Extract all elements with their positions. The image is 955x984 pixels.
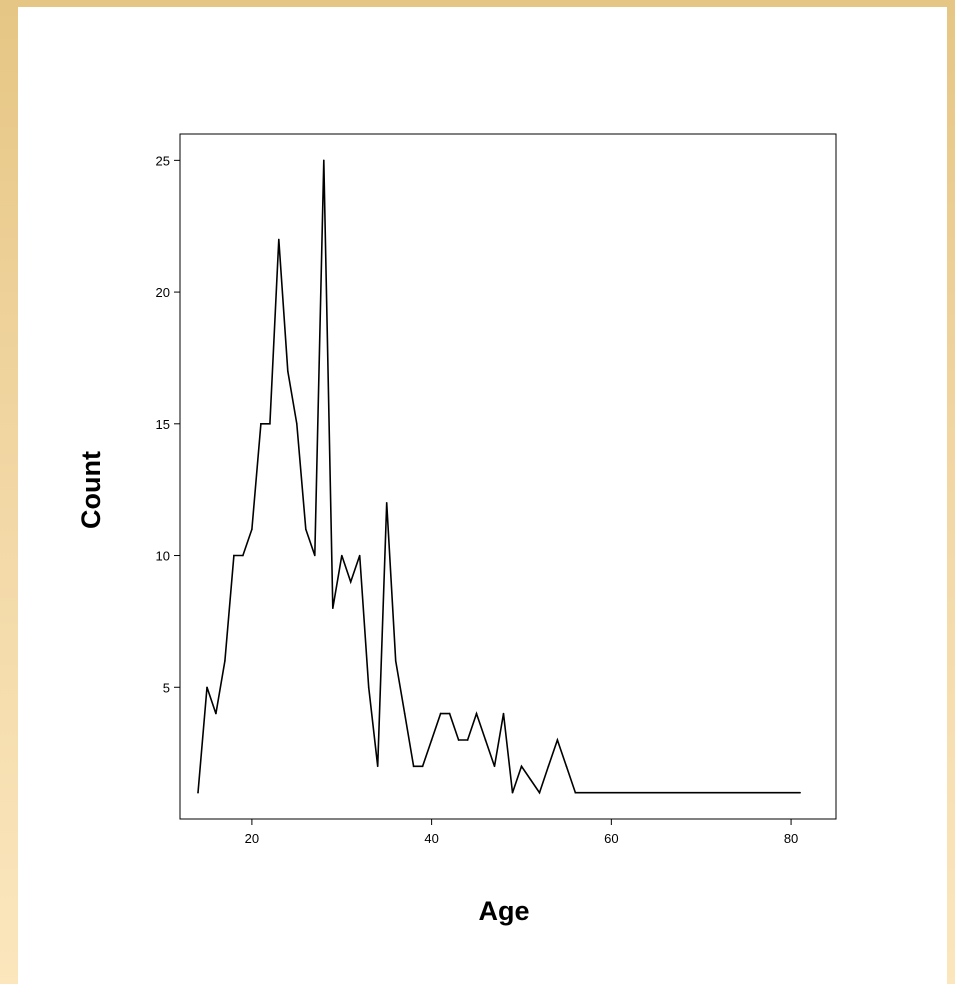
data-point bbox=[412, 765, 415, 768]
x-tick-label: 60 bbox=[604, 831, 618, 846]
y-tick-label: 15 bbox=[156, 417, 170, 432]
data-point bbox=[224, 660, 226, 662]
x-tick-label: 80 bbox=[784, 831, 798, 846]
y-tick-label: 20 bbox=[156, 285, 170, 300]
data-point bbox=[565, 765, 568, 768]
data-point bbox=[323, 159, 325, 162]
x-tick-label: 20 bbox=[245, 831, 259, 846]
data-point bbox=[403, 712, 406, 715]
data-point bbox=[538, 791, 541, 794]
data-point bbox=[529, 778, 532, 781]
data-point bbox=[520, 765, 523, 768]
x-tick-label: 40 bbox=[424, 831, 438, 846]
data-point bbox=[215, 712, 217, 715]
data-point bbox=[197, 791, 199, 794]
data-point bbox=[394, 660, 397, 662]
series-line bbox=[197, 160, 801, 795]
data-point bbox=[296, 423, 298, 425]
data-point bbox=[287, 370, 289, 372]
data-point bbox=[556, 739, 559, 741]
y-axis: 5 10 15 20 25 bbox=[156, 153, 180, 695]
data-point bbox=[511, 791, 514, 794]
data-point bbox=[439, 712, 442, 715]
data-point bbox=[233, 554, 235, 557]
data-point bbox=[547, 765, 550, 768]
data-point bbox=[430, 739, 433, 741]
data-point bbox=[341, 554, 343, 557]
data-point bbox=[421, 765, 424, 768]
data-point bbox=[314, 554, 316, 557]
data-point bbox=[376, 765, 379, 768]
line-chart: 5 10 15 20 25 20 40 60 80 Age Count bbox=[76, 133, 837, 926]
y-tick-label: 25 bbox=[156, 153, 170, 168]
data-point bbox=[349, 581, 352, 583]
data-point bbox=[242, 554, 244, 557]
y-tick-label: 5 bbox=[163, 680, 170, 695]
data-point bbox=[466, 739, 469, 741]
data-point bbox=[358, 554, 361, 557]
data-point bbox=[475, 712, 478, 715]
data-point bbox=[385, 502, 388, 504]
data-point bbox=[260, 423, 262, 425]
y-tick-label: 10 bbox=[156, 549, 170, 564]
chart-panel: 5 10 15 20 25 20 40 60 80 Age Count bbox=[18, 7, 947, 984]
data-point bbox=[367, 686, 370, 689]
plot-frame bbox=[179, 133, 837, 820]
data-point bbox=[574, 791, 577, 794]
y-axis-title: Count bbox=[76, 451, 106, 529]
data-point bbox=[206, 686, 208, 689]
x-axis: 20 40 60 80 bbox=[245, 819, 798, 846]
data-point bbox=[251, 528, 253, 530]
x-axis-title: Age bbox=[478, 896, 529, 926]
data-point bbox=[305, 528, 307, 530]
data-points bbox=[197, 159, 801, 794]
data-point bbox=[269, 423, 271, 425]
data-point bbox=[493, 765, 496, 768]
data-point bbox=[278, 238, 280, 241]
data-point bbox=[799, 791, 801, 794]
data-point bbox=[502, 712, 505, 715]
data-point bbox=[332, 607, 334, 609]
data-point bbox=[484, 739, 487, 741]
data-point bbox=[457, 739, 460, 741]
data-point bbox=[448, 712, 451, 715]
